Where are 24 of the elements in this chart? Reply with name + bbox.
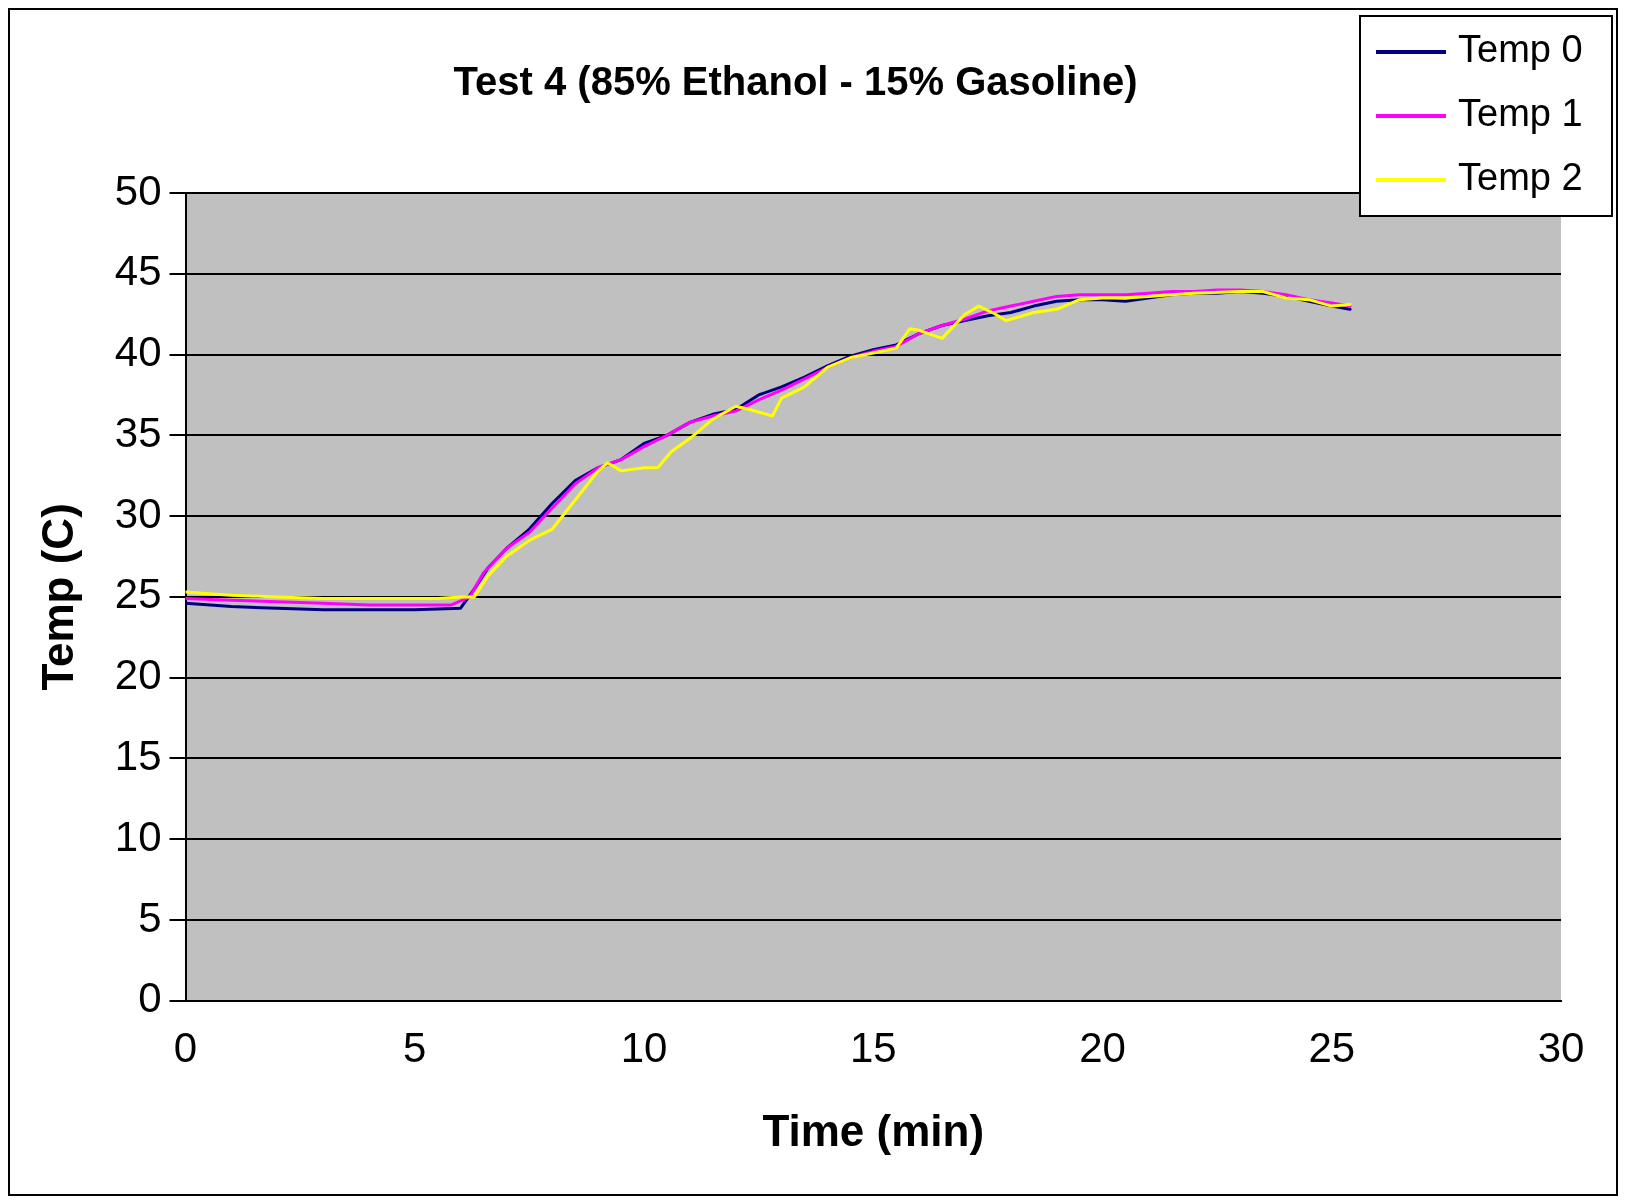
y-tick-label: 0 [138,974,162,1022]
y-tick-label: 50 [114,166,162,214]
y-tick-label: 40 [114,328,162,376]
x-tick-label: 15 [849,1023,897,1071]
x-tick-label: 20 [1079,1023,1126,1071]
legend-label: Temp 2 [1458,156,1583,199]
legend-label: Temp 1 [1458,92,1583,135]
y-tick-label: 25 [114,570,162,618]
y-tick-label: 10 [114,812,162,860]
x-tick-label: 10 [620,1023,668,1071]
y-tick-label: 20 [114,651,162,699]
y-tick-label: 5 [138,893,162,941]
x-axis-title: Time (min) [762,1105,985,1155]
y-axis-title: Temp (C) [32,503,82,691]
x-tick-label: 25 [1308,1023,1356,1071]
chart-title: Test 4 (85% Ethanol - 15% Gasoline) [453,59,1138,104]
x-tick-label: 30 [1537,1023,1585,1071]
y-tick-label: 35 [114,408,162,456]
legend-label: Temp 0 [1458,28,1583,71]
x-tick-label: 5 [403,1023,427,1071]
y-tick-label: 15 [114,732,162,780]
y-tick-label: 30 [114,489,162,537]
y-tick-label: 45 [114,247,162,295]
x-tick-label: 0 [173,1023,198,1071]
